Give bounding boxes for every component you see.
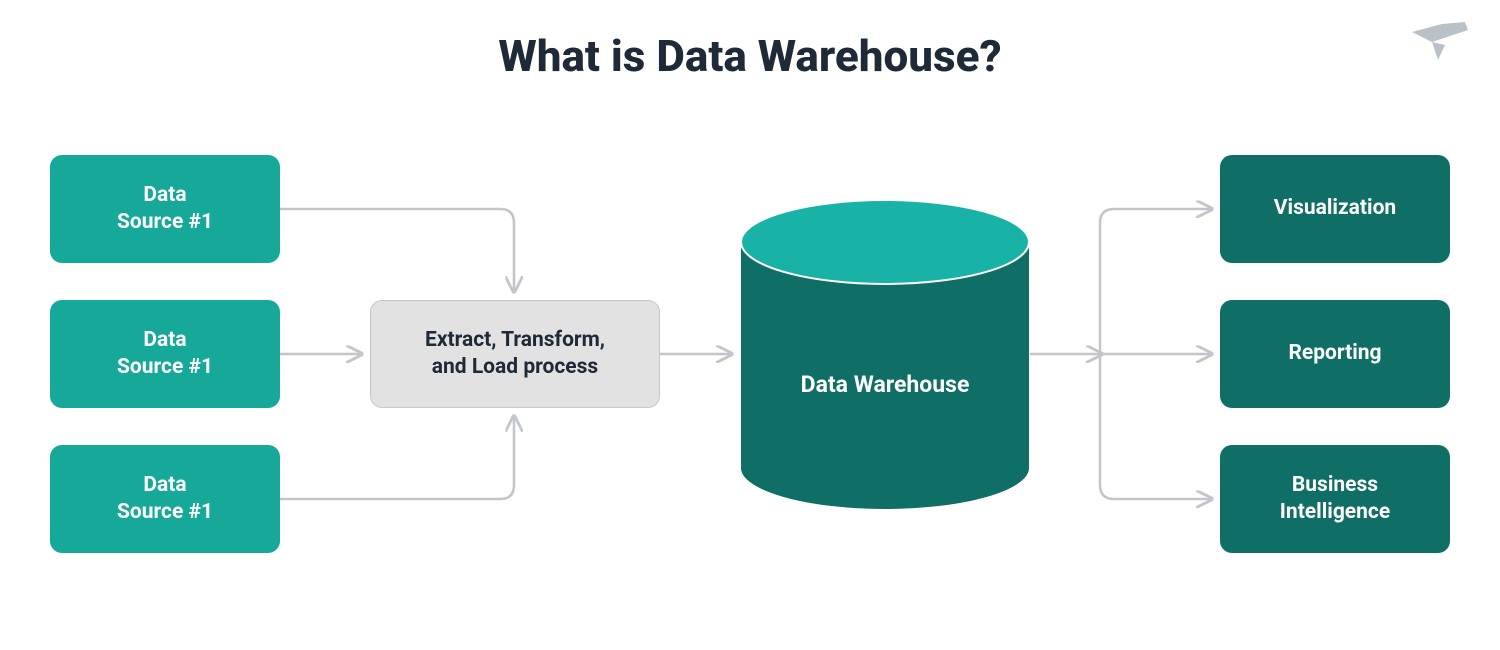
source-node-3: Data Source #1 <box>50 445 280 553</box>
warehouse-cylinder: Data Warehouse <box>740 200 1030 510</box>
source-node-1: Data Source #1 <box>50 155 280 263</box>
warehouse-label: Data Warehouse <box>740 371 1030 398</box>
source-node-2: Data Source #1 <box>50 300 280 408</box>
output-node-business-intelligence: Business Intelligence <box>1220 445 1450 553</box>
brand-logo-icon <box>1410 20 1470 74</box>
output-node-reporting: Reporting <box>1220 300 1450 408</box>
page-title: What is Data Warehouse? <box>0 30 1500 82</box>
etl-node: Extract, Transform, and Load process <box>370 300 660 408</box>
output-node-visualization: Visualization <box>1220 155 1450 263</box>
